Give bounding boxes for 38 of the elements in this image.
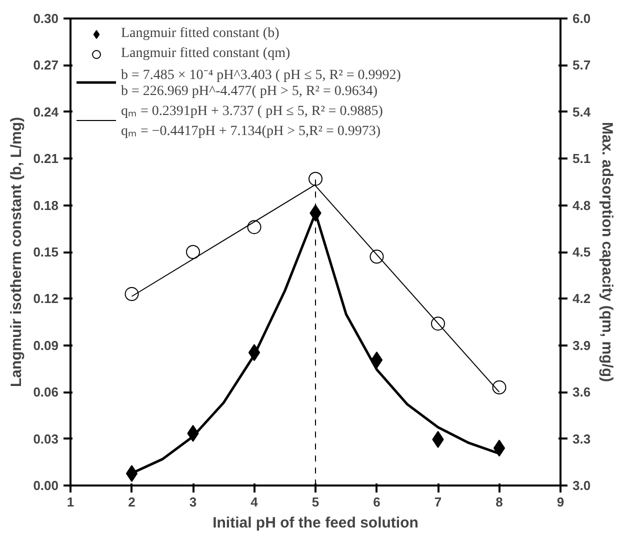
y-tick-label: 0.27 [33, 58, 59, 73]
y-tick-label: 0.00 [33, 478, 59, 493]
legend-label: Langmuir fitted constant (qm) [121, 46, 290, 62]
y2-tick-label: 3.0 [572, 478, 591, 493]
x-tick-label: 8 [496, 494, 503, 510]
y-tick-label: 0.03 [33, 431, 59, 446]
x-tick-label: 7 [434, 494, 442, 510]
x-axis-title: Initial pH of the feed solution [212, 514, 418, 532]
y2-tick-label: 3.9 [572, 338, 591, 353]
y-tick-label: 0.06 [33, 384, 59, 400]
y2-axis-title: Max. adsorption capacity (qm, mg/g) [598, 122, 616, 382]
y2-tick-label: 6.0 [572, 11, 591, 26]
x-tick-label: 6 [373, 494, 380, 510]
x-tick-label: 2 [128, 494, 136, 510]
y-axis-title: Langmuir isotherm constant (b, L/mg) [8, 116, 26, 388]
y2-tick-label: 5.4 [572, 104, 592, 120]
x-tick-label: 4 [250, 494, 259, 510]
y2-tick-label: 4.5 [572, 244, 591, 260]
y-tick-label: 0.12 [33, 291, 59, 306]
x-tick-label: 1 [66, 494, 74, 510]
y-tick-label: 0.24 [33, 104, 60, 120]
legend-label: qₘ = 0.2391pH + 3.737 ( pH ≤ 5, R² = 0.9885) qₘ = −0.4417pH + 7.134(pH > 5,R² = 0.9973) [121, 103, 383, 140]
y-tick-label: 0.18 [33, 198, 59, 213]
y-tick-label: 0.30 [33, 11, 59, 26]
x-tick-label: 5 [312, 494, 320, 510]
y2-tick-label: 4.8 [572, 198, 591, 213]
x-tick-label: 3 [189, 494, 197, 510]
y2-tick-label: 5.7 [572, 58, 591, 73]
y-tick-label: 0.15 [33, 244, 59, 260]
y2-tick-label: 4.2 [572, 291, 591, 306]
legend-label: b = 7.485 × 10⁻⁴ pH^3.403 ( pH ≤ 5, R² = 0.9992) b = 226.969 pH^-4.477( pH > 5, R² = 0.9634) [121, 67, 401, 100]
y-tick-label: 0.09 [33, 338, 59, 353]
y2-tick-label: 5.1 [572, 151, 591, 166]
legend-label: Langmuir fitted constant (b) [121, 26, 280, 42]
x-tick-label: 9 [556, 494, 564, 510]
y2-tick-label: 3.3 [572, 431, 591, 446]
y-tick-label: 0.21 [33, 151, 59, 166]
y2-tick-label: 3.6 [572, 384, 591, 400]
